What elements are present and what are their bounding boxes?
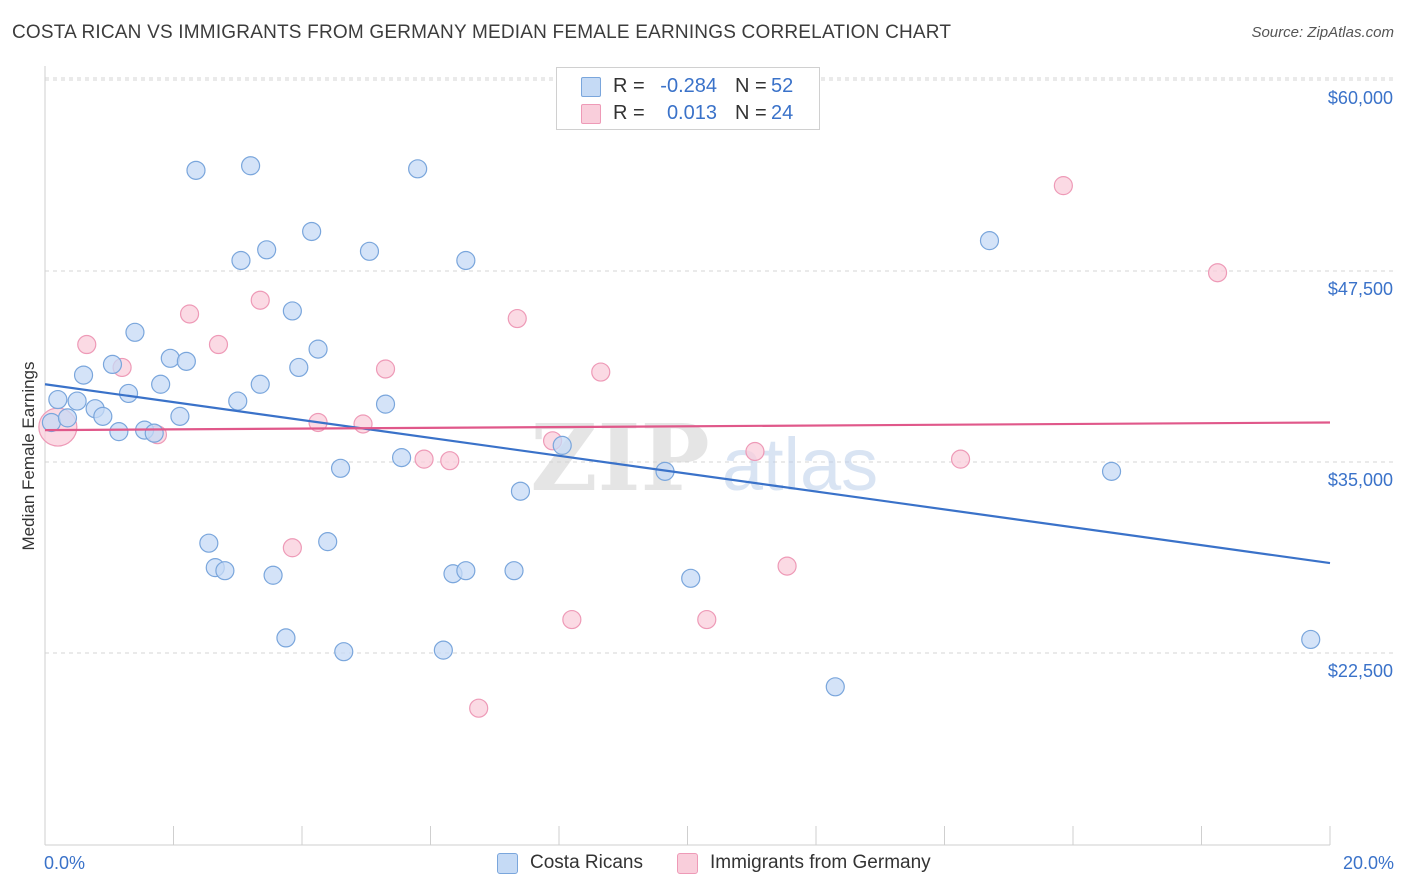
axis-layer bbox=[44, 66, 1331, 846]
data-point bbox=[176, 351, 196, 371]
y-axis-title: Median Female Earnings bbox=[19, 362, 38, 551]
data-point bbox=[125, 322, 145, 342]
watermark-atlas: atlas bbox=[722, 423, 878, 506]
data-point bbox=[504, 561, 524, 581]
bottom-legend-label: Costa Ricans bbox=[530, 852, 643, 873]
legend-swatch-pink bbox=[581, 104, 601, 124]
data-point bbox=[257, 240, 277, 260]
y-tick-label: $35,000 bbox=[1328, 470, 1393, 490]
data-point bbox=[681, 568, 701, 588]
legend-r-label: R = bbox=[613, 102, 645, 124]
bottom-legend-label: Immigrants from Germany bbox=[710, 852, 931, 873]
data-point bbox=[250, 374, 270, 394]
data-point bbox=[562, 609, 582, 630]
data-point bbox=[231, 250, 251, 271]
trend-line-immigrants-from-germany bbox=[44, 421, 1331, 432]
data-point bbox=[777, 556, 797, 576]
data-point bbox=[93, 406, 113, 426]
data-point bbox=[1101, 461, 1122, 481]
data-point bbox=[440, 451, 460, 471]
data-point bbox=[697, 609, 717, 630]
data-point bbox=[302, 221, 322, 242]
data-point bbox=[199, 533, 219, 553]
data-point bbox=[186, 160, 206, 180]
data-point bbox=[144, 423, 164, 443]
data-point bbox=[591, 362, 611, 382]
data-point bbox=[330, 458, 351, 478]
data-point bbox=[276, 628, 296, 648]
data-point bbox=[289, 357, 309, 378]
legend-swatch-blue bbox=[581, 77, 601, 97]
series-costa-ricans bbox=[41, 156, 1321, 697]
trend-line-costa-ricans bbox=[44, 383, 1331, 565]
data-point bbox=[507, 308, 527, 329]
data-point bbox=[179, 304, 200, 324]
bottom-legend-swatch-pink bbox=[677, 853, 698, 874]
data-point bbox=[308, 339, 328, 359]
correlation-legend: R = -0.284 N = 52 R = 0.013 N = 24 bbox=[556, 67, 820, 130]
data-point bbox=[456, 250, 476, 271]
data-point bbox=[118, 383, 139, 404]
data-point bbox=[263, 565, 283, 585]
x-tick-label-max: 20.0% bbox=[1343, 853, 1394, 873]
data-point bbox=[73, 365, 94, 385]
data-point bbox=[208, 334, 229, 355]
legend-n-label: N = bbox=[735, 102, 767, 124]
data-point bbox=[282, 301, 302, 321]
x-tick-label-min: 0.0% bbox=[44, 853, 85, 873]
data-point bbox=[151, 374, 171, 394]
data-point bbox=[391, 448, 412, 468]
data-point bbox=[241, 156, 261, 176]
bottom-legend-swatch-blue bbox=[497, 853, 518, 874]
data-point bbox=[228, 391, 248, 411]
legend-r-label: R = bbox=[613, 75, 645, 97]
data-point bbox=[67, 391, 87, 411]
data-point bbox=[334, 642, 354, 662]
data-point bbox=[160, 348, 180, 368]
data-point bbox=[408, 159, 428, 179]
data-point bbox=[102, 354, 123, 374]
data-point bbox=[375, 394, 396, 414]
y-tick-label: $60,000 bbox=[1328, 88, 1393, 108]
data-point bbox=[77, 334, 97, 355]
chart-title: COSTA RICAN VS IMMIGRANTS FROM GERMANY M… bbox=[12, 22, 952, 43]
data-point bbox=[950, 449, 971, 469]
y-tick-label: $22,500 bbox=[1328, 661, 1393, 681]
legend-n-label: N = bbox=[735, 75, 767, 97]
data-point bbox=[170, 406, 190, 426]
data-point bbox=[414, 449, 434, 469]
data-point bbox=[745, 441, 765, 462]
data-point bbox=[510, 481, 531, 501]
data-point bbox=[375, 359, 396, 379]
data-point bbox=[979, 231, 1000, 251]
data-point bbox=[215, 561, 235, 581]
data-point bbox=[282, 538, 302, 558]
data-point bbox=[433, 640, 453, 660]
data-point bbox=[41, 412, 62, 433]
watermark-zip: ZIP bbox=[530, 404, 709, 512]
data-point bbox=[825, 677, 845, 697]
zipatlas-watermark: ZIP atlas bbox=[530, 404, 878, 512]
y-tick-label: $47,500 bbox=[1328, 279, 1393, 299]
data-point bbox=[1301, 629, 1321, 650]
data-point bbox=[552, 435, 572, 455]
data-point bbox=[250, 290, 270, 310]
data-point bbox=[48, 389, 68, 410]
trend-layer bbox=[44, 383, 1331, 565]
legend-r-value: -0.284 bbox=[660, 75, 717, 97]
legend-r-value: 0.013 bbox=[666, 102, 717, 124]
data-point bbox=[469, 698, 489, 718]
data-point bbox=[57, 408, 78, 428]
data-point bbox=[1207, 263, 1228, 283]
data-point bbox=[359, 241, 380, 261]
data-point bbox=[1053, 176, 1073, 196]
data-point bbox=[318, 532, 338, 552]
data-point bbox=[456, 561, 476, 581]
chart-source: Source: ZipAtlas.com bbox=[1251, 24, 1394, 41]
label-layer: Median Female Earnings 0.0% 20.0% $22,50… bbox=[19, 88, 1394, 873]
legend-n-value: 52 bbox=[771, 75, 794, 97]
data-point bbox=[109, 422, 129, 442]
legend-n-value: 24 bbox=[771, 102, 794, 124]
